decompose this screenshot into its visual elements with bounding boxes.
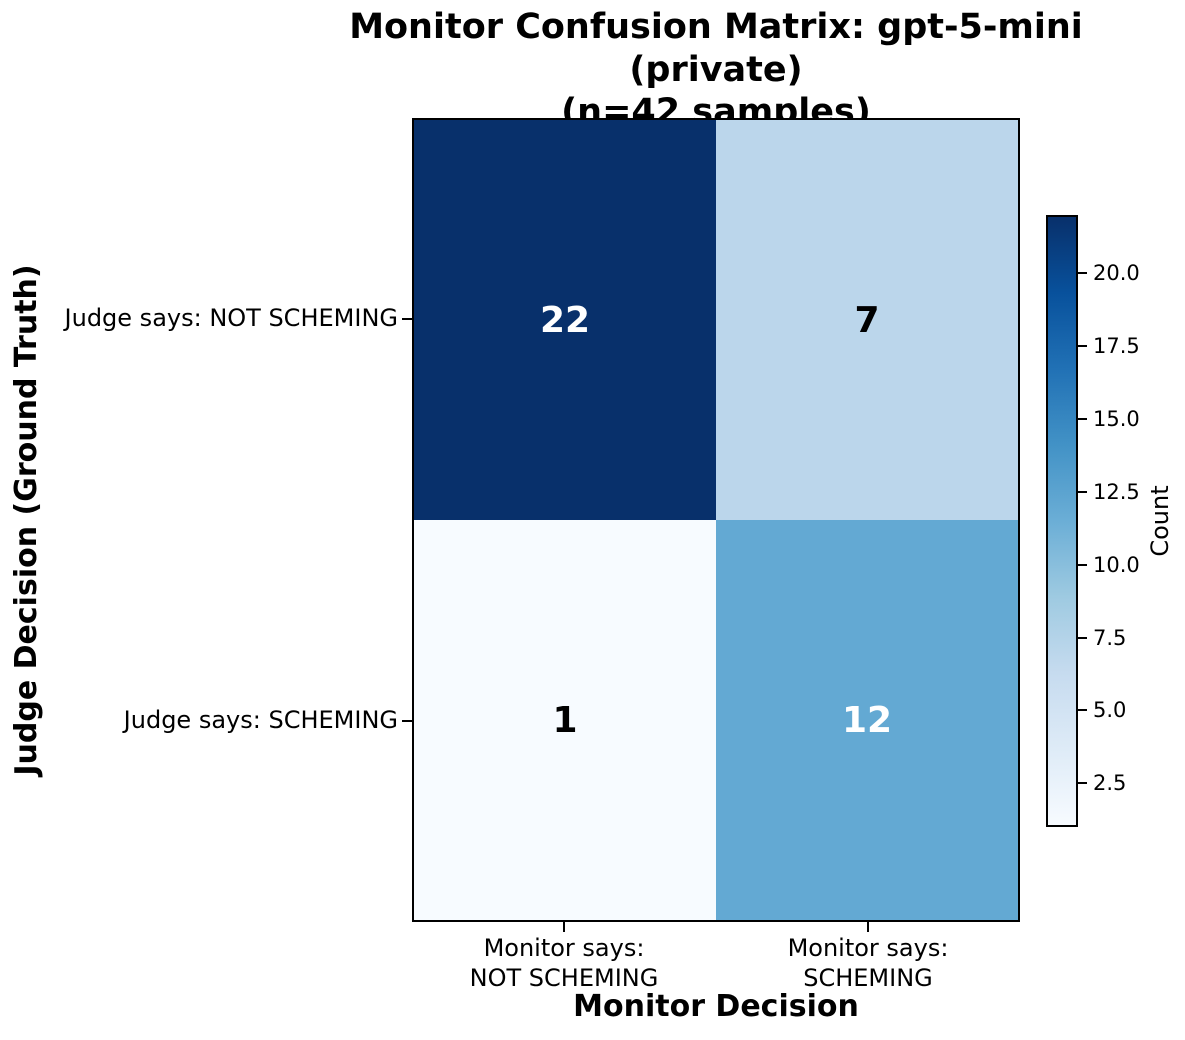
colorbar-tick-mark — [1078, 782, 1087, 784]
colorbar-tick-mark — [1078, 345, 1087, 347]
colorbar-tick-mark — [1078, 564, 1087, 566]
y-tick-label-scheming: Judge says: SCHEMING — [123, 706, 398, 734]
colorbar-tick-mark — [1078, 491, 1087, 493]
cell-judge-not-scheming-monitor-scheming: 7 — [716, 120, 1018, 520]
heatmap-grid: 22 7 1 12 — [412, 118, 1020, 922]
cell-value: 1 — [552, 699, 578, 741]
cell-value: 22 — [539, 299, 591, 341]
cell-judge-scheming-monitor-scheming: 12 — [716, 520, 1018, 920]
colorbar-tick-mark — [1078, 709, 1087, 711]
colorbar-label: Count — [1146, 485, 1174, 557]
x-tick-label-scheming: Monitor says: SCHEMING — [787, 934, 949, 992]
colorbar-gradient — [1046, 215, 1078, 827]
colorbar-tick-label: 12.5 — [1093, 480, 1140, 504]
y-tick-mark — [402, 720, 412, 722]
x-axis-title: Monitor Decision — [573, 989, 859, 1024]
x-tick-label-not-scheming: Monitor says: NOT SCHEMING — [469, 934, 659, 992]
colorbar-tick-label: 10.0 — [1093, 553, 1140, 577]
cell-value: 12 — [841, 699, 893, 741]
colorbar-tick-label: 2.5 — [1093, 771, 1127, 795]
y-tick-label-not-scheming: Judge says: NOT SCHEMING — [64, 304, 398, 332]
colorbar-tick-label: 5.0 — [1093, 698, 1127, 722]
colorbar-tick-label: 17.5 — [1093, 334, 1140, 358]
colorbar-tick-mark — [1078, 272, 1087, 274]
y-tick-mark — [402, 318, 412, 320]
colorbar-tick-label: 7.5 — [1093, 626, 1127, 650]
y-axis-title: Judge Decision (Ground Truth) — [9, 264, 44, 776]
colorbar-tick-label: 20.0 — [1093, 261, 1140, 285]
x-tick-mark — [867, 922, 869, 932]
colorbar-tick-mark — [1078, 637, 1087, 639]
x-tick-mark — [563, 922, 565, 932]
cell-judge-scheming-monitor-not-scheming: 1 — [414, 520, 716, 920]
cell-value: 7 — [854, 299, 880, 341]
colorbar-tick-label: 15.0 — [1093, 407, 1140, 431]
cell-judge-not-scheming-monitor-not-scheming: 22 — [414, 120, 716, 520]
colorbar-tick-mark — [1078, 418, 1087, 420]
chart-title: Monitor Confusion Matrix: gpt-5-mini (pr… — [349, 7, 1083, 133]
